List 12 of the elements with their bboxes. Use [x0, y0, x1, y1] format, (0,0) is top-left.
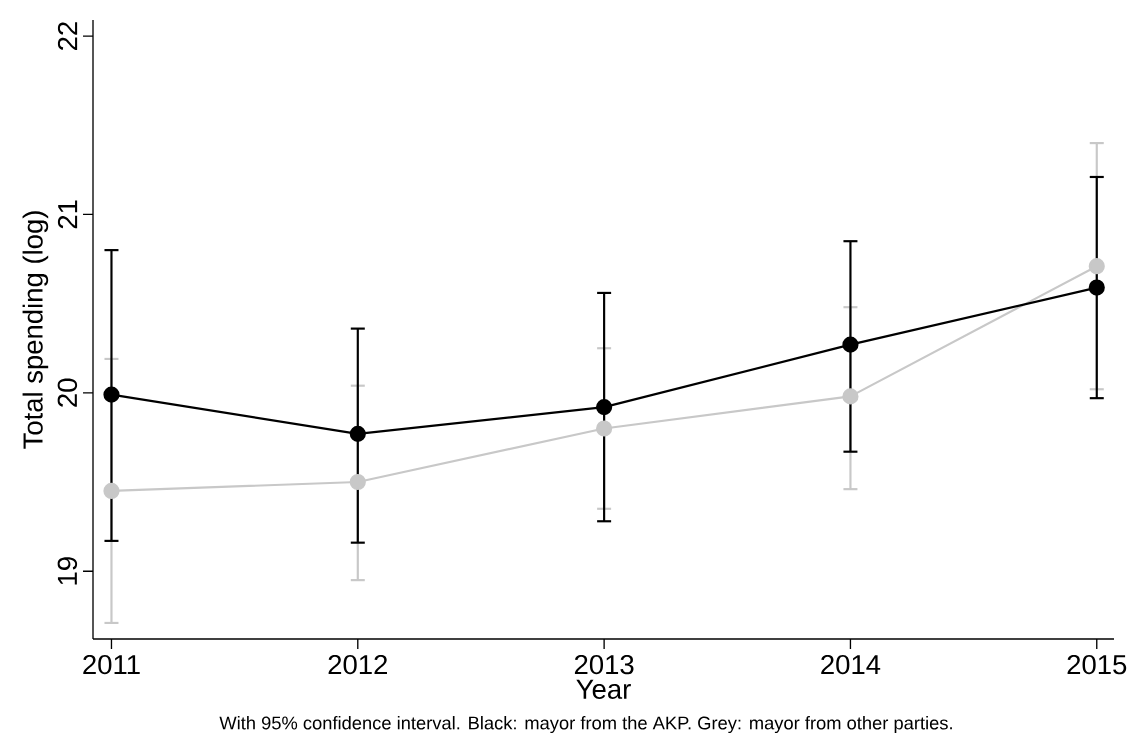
y-tick-label: 21 [57, 200, 78, 229]
x-tick-label: 2012 [328, 654, 387, 675]
x-tick-label: 2015 [1067, 654, 1127, 675]
x-tick-label: 2014 [821, 654, 881, 675]
x-tick-label: 2011 [83, 654, 140, 675]
x-axis-title: Year [576, 679, 631, 699]
x-tick-label: 2013 [574, 654, 634, 675]
y-tick-label: 20 [57, 378, 78, 407]
y-tick-label: 19 [57, 557, 78, 585]
y-tick-label: 22 [57, 22, 78, 50]
text: With 95% confidence interval. Black: mayor from the AKP. Grey: mayor from other parties. [219, 716, 952, 734]
y-axis-title: Total spending (log) [22, 211, 49, 449]
